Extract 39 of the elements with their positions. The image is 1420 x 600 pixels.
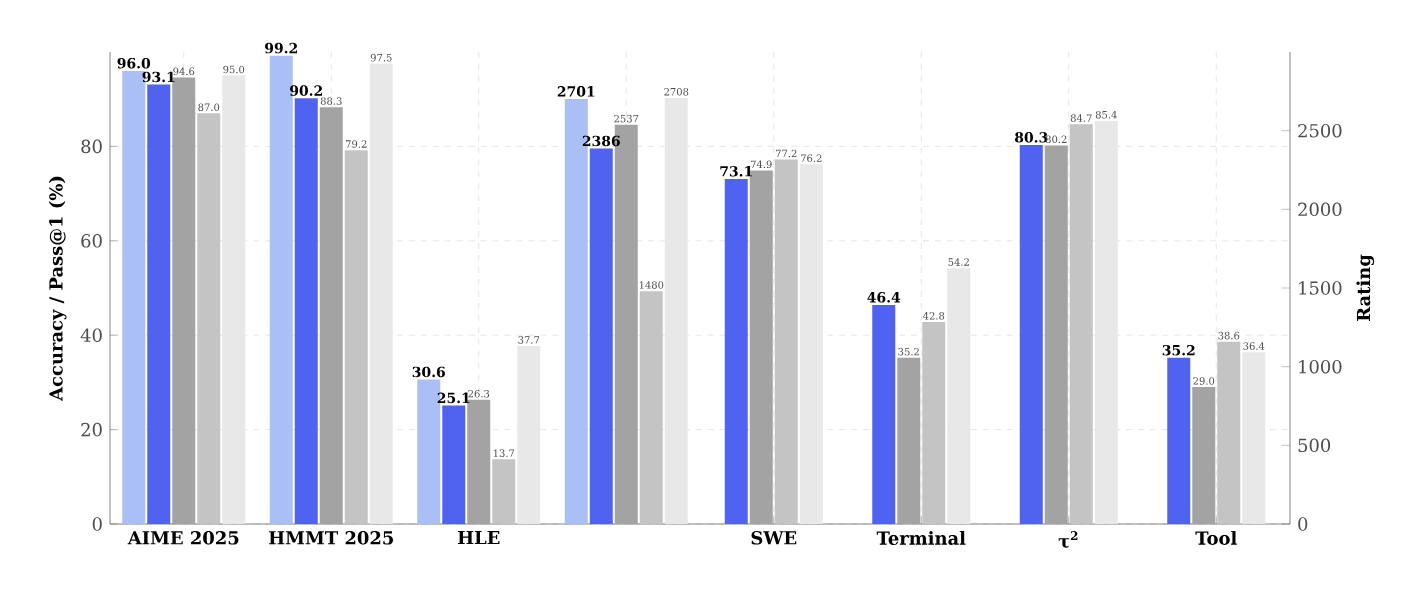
y2-axis-title: Rating — [1356, 254, 1374, 321]
x-tick-label: HMMT 2025 — [269, 531, 393, 545]
bar — [197, 113, 221, 524]
x-tick-label: SWE — [751, 531, 797, 545]
y-tick-label: 40 — [80, 328, 102, 342]
y-tick-label: 0 — [92, 517, 102, 531]
bar — [1217, 341, 1241, 524]
bar — [269, 55, 293, 524]
bar — [922, 321, 946, 524]
y2-tick-label: 1500 — [1299, 281, 1342, 295]
bar — [1192, 387, 1216, 524]
bar — [1069, 124, 1093, 524]
bar — [172, 77, 196, 524]
x-tick-label: HLE — [457, 531, 500, 545]
bar — [122, 70, 146, 524]
y-tick-label: 60 — [81, 234, 102, 248]
y-tick-label: 20 — [81, 422, 102, 437]
x-tick-label: Terminal — [876, 531, 966, 545]
bar — [1019, 144, 1043, 524]
bar — [1242, 352, 1266, 524]
bar — [319, 107, 343, 524]
x-tick-label: τ$^{2}$ — [1058, 531, 1078, 548]
y2-tick-label: 2500 — [1298, 123, 1342, 138]
y2-tick-label: 0 — [1298, 517, 1308, 531]
y-axis-title: Accuracy / Pass@1 (%) — [48, 176, 67, 401]
y2-tick-label: 500 — [1298, 438, 1331, 453]
y2-tick-label: 2000 — [1298, 202, 1342, 217]
bar — [1044, 145, 1068, 524]
bar — [872, 304, 896, 524]
bar — [417, 379, 441, 524]
bar — [294, 98, 318, 524]
x-tick-label: AIME 2025 — [127, 531, 239, 545]
bar — [147, 84, 171, 524]
y2-tick-label: 1000 — [1299, 359, 1342, 374]
bar — [344, 150, 368, 524]
x-tick-label: Tool — [1195, 531, 1237, 545]
bar — [897, 357, 921, 524]
bar — [1167, 357, 1191, 524]
y-tick-label: 80 — [81, 139, 102, 154]
